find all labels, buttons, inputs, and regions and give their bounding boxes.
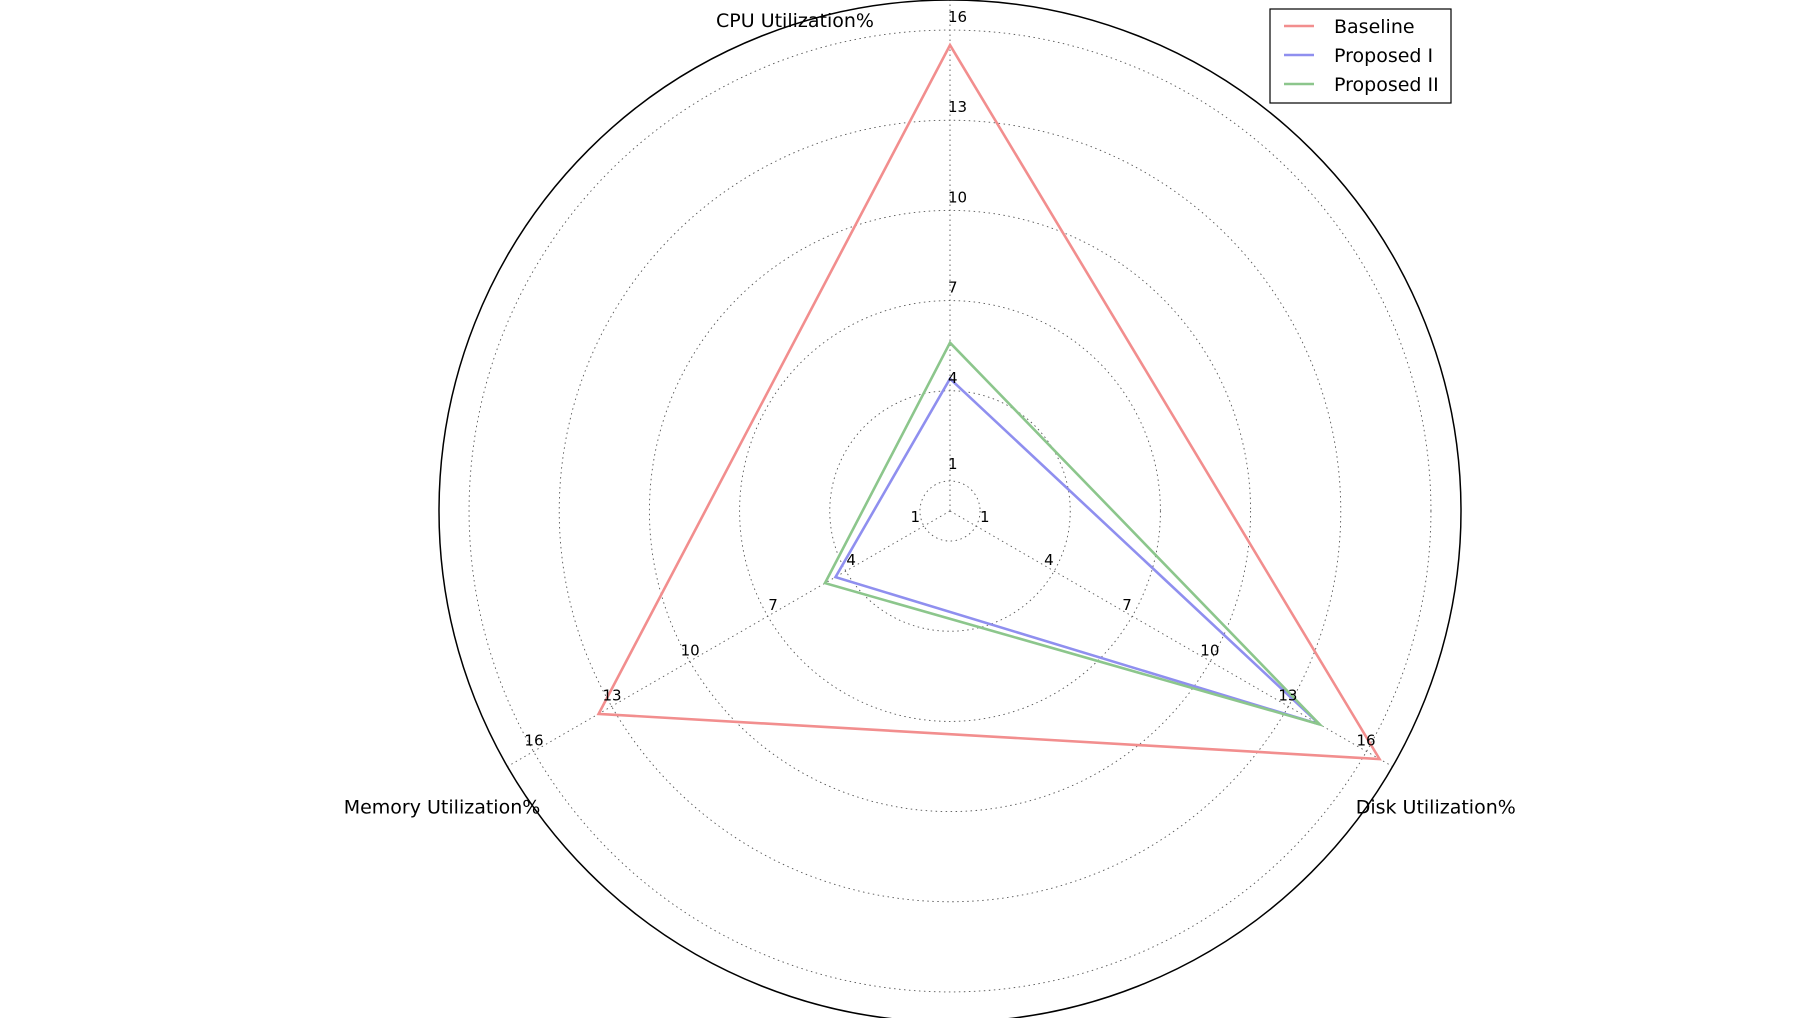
tick-label: 16: [1357, 732, 1376, 750]
polar-frame: [438, 0, 1462, 1018]
tick-label: 13: [948, 98, 967, 116]
legend-label-2: Proposed II: [1334, 74, 1439, 96]
legend: Baseline Proposed I Proposed II: [1269, 8, 1452, 104]
tick-label: 7: [948, 279, 958, 297]
axis-label-1: Disk Utilization%: [1356, 797, 1516, 819]
legend-label-1: Proposed I: [1334, 45, 1433, 67]
tick-label: 10: [1200, 641, 1219, 659]
tick-label: 16: [524, 732, 543, 750]
series-proposed-ii: [823, 340, 1325, 727]
tick-label: 13: [603, 686, 622, 704]
tick-label: 1: [980, 508, 990, 526]
radial-tick-labels: 1 4 7 10 13 16 1 4 7 10 13 16 1 4 7 10 13 16: [524, 8, 1375, 749]
tick-label: 10: [948, 188, 967, 206]
tick-label: 10: [681, 641, 700, 659]
tick-label: 13: [1278, 686, 1297, 704]
tick-label: 4: [948, 369, 958, 387]
tick-label: 16: [948, 8, 967, 26]
tick-label: 1: [910, 508, 920, 526]
tick-label: 4: [846, 551, 856, 569]
tick-label: 1: [948, 455, 958, 473]
series-baseline: [596, 42, 1382, 761]
tick-label: 7: [768, 596, 778, 614]
axis-label-2: Memory Utilization%: [344, 797, 541, 819]
axis-label-0: CPU Utilization%: [716, 10, 874, 32]
series-lines: [596, 42, 1382, 761]
tick-label: 7: [1122, 596, 1132, 614]
legend-label-0: Baseline: [1334, 16, 1415, 38]
spoke-2: [507, 510, 951, 767]
axis-labels: CPU Utilization% Disk Utilization% Memory …: [344, 10, 1516, 819]
series-proposed-i: [833, 376, 1321, 726]
tick-label: 4: [1044, 551, 1054, 569]
